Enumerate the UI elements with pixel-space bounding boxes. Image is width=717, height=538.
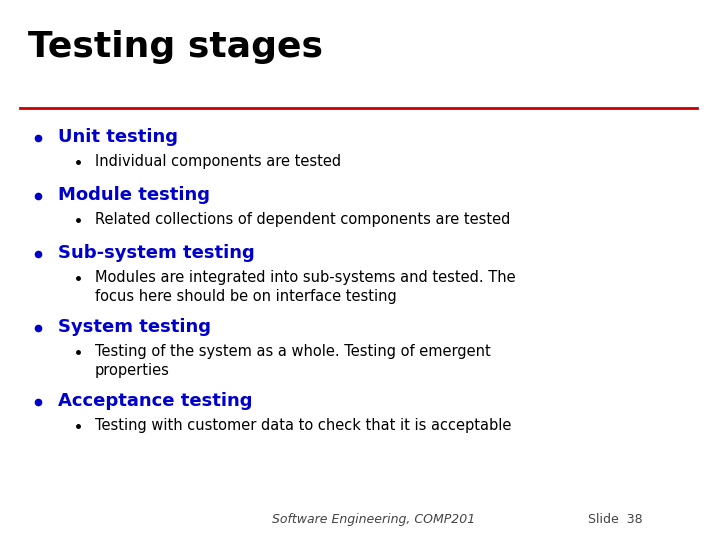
Text: Sub-system testing: Sub-system testing [58,244,255,262]
Text: Modules are integrated into sub-systems and tested. The
focus here should be on : Modules are integrated into sub-systems … [95,270,516,304]
Text: Software Engineering, COMP201: Software Engineering, COMP201 [272,513,475,526]
Text: Individual components are tested: Individual components are tested [95,154,341,169]
Text: Testing of the system as a whole. Testing of emergent
properties: Testing of the system as a whole. Testin… [95,344,490,378]
Text: System testing: System testing [58,318,211,336]
Text: Slide  38: Slide 38 [588,513,642,526]
Text: Unit testing: Unit testing [58,128,178,146]
Text: Module testing: Module testing [58,186,210,204]
Text: Testing with customer data to check that it is acceptable: Testing with customer data to check that… [95,418,511,433]
Text: Testing stages: Testing stages [28,30,323,64]
Text: Related collections of dependent components are tested: Related collections of dependent compone… [95,212,511,227]
Text: Acceptance testing: Acceptance testing [58,392,252,410]
